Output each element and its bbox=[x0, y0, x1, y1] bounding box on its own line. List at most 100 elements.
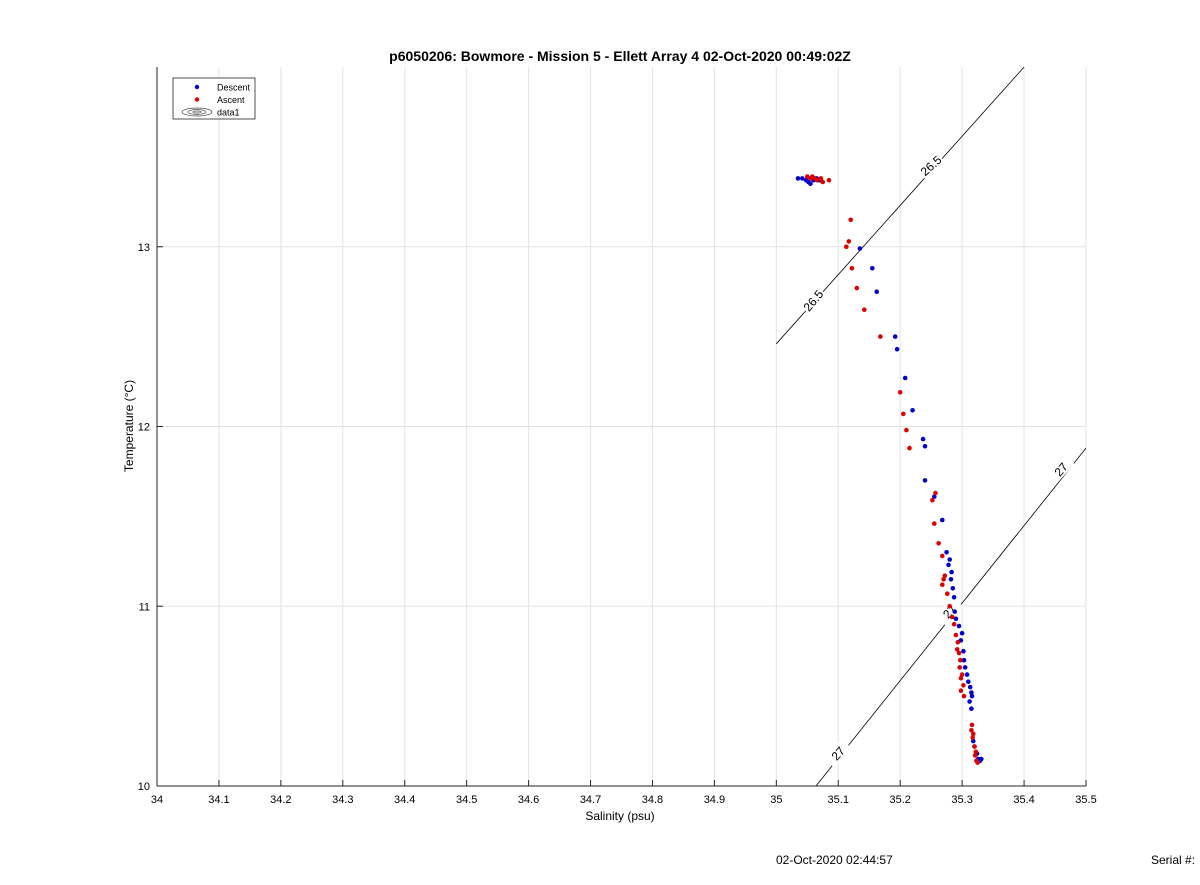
contour-label-bg bbox=[916, 151, 945, 180]
point-ascent bbox=[826, 177, 832, 183]
contour-label-bg bbox=[1046, 454, 1075, 484]
point-descent bbox=[948, 577, 954, 582]
x-tick-label: 34.9 bbox=[704, 794, 725, 806]
point-descent bbox=[800, 176, 805, 181]
contour-label-bg bbox=[935, 596, 963, 626]
point-ascent bbox=[933, 490, 938, 496]
x-tick-label: 34.7 bbox=[580, 794, 601, 806]
point-descent bbox=[874, 289, 879, 295]
point-ascent bbox=[907, 445, 912, 451]
point-ascent bbox=[897, 390, 903, 395]
point-descent bbox=[902, 375, 908, 381]
point-descent bbox=[951, 595, 957, 600]
y-tick-label: 13 bbox=[138, 242, 150, 254]
point-descent bbox=[910, 408, 915, 413]
legend-marker-descent bbox=[194, 84, 200, 90]
contour-label-bg bbox=[823, 738, 852, 768]
point-descent bbox=[795, 176, 801, 181]
legend-label-ascent: Ascent bbox=[217, 95, 245, 105]
x-tick-label: 35.4 bbox=[1013, 794, 1034, 806]
legend-label-data1: data1 bbox=[217, 108, 240, 118]
point-ascent bbox=[955, 639, 961, 645]
point-descent bbox=[944, 550, 949, 555]
point-descent bbox=[922, 444, 928, 449]
point-descent bbox=[969, 690, 974, 695]
contour-label-bg bbox=[799, 285, 827, 315]
point-ascent bbox=[904, 427, 909, 433]
y-tick-label: 11 bbox=[139, 601, 150, 613]
point-ascent bbox=[941, 577, 946, 582]
point-descent bbox=[894, 346, 900, 352]
legend-contour-icon-inner bbox=[187, 109, 207, 115]
point-descent bbox=[950, 586, 956, 591]
point-ascent bbox=[878, 334, 883, 339]
point-ascent bbox=[958, 675, 964, 681]
footer-serial: Serial #: bbox=[1151, 853, 1196, 867]
point-descent bbox=[964, 672, 970, 677]
x-tick-label: 34.8 bbox=[642, 794, 663, 806]
point-ascent bbox=[818, 176, 824, 181]
x-tick-label: 34.1 bbox=[208, 794, 229, 806]
point-ascent bbox=[945, 591, 950, 596]
y-tick-label: 12 bbox=[138, 422, 150, 434]
x-tick-label: 34 bbox=[151, 794, 163, 806]
point-ascent bbox=[936, 541, 941, 546]
point-ascent bbox=[854, 285, 860, 291]
point-ascent bbox=[971, 731, 976, 737]
data-points bbox=[795, 174, 984, 765]
point-ascent bbox=[954, 647, 960, 652]
point-ascent bbox=[970, 735, 975, 740]
axes: 34 34.1 34.2 34.3 34.4 34.5 34.6 34.7 34.8 34.9 35… bbox=[138, 67, 1097, 806]
point-ascent bbox=[849, 266, 855, 271]
point-descent bbox=[966, 679, 971, 684]
point-ascent bbox=[956, 650, 962, 656]
point-ascent bbox=[820, 179, 826, 185]
point-ascent bbox=[930, 497, 935, 503]
point-descent bbox=[979, 756, 984, 762]
point-descent bbox=[940, 517, 945, 523]
y-tick-label: 10 bbox=[138, 781, 150, 793]
point-ascent bbox=[814, 177, 820, 183]
point-descent bbox=[969, 706, 974, 711]
point-ascent bbox=[969, 728, 974, 733]
point-descent bbox=[953, 616, 959, 622]
point-ascent bbox=[846, 239, 852, 244]
legend-contour-icon-core bbox=[192, 110, 202, 114]
contour-label: 26.5 bbox=[918, 153, 945, 179]
point-descent bbox=[971, 738, 976, 744]
legend-contour-icon bbox=[181, 107, 213, 117]
point-descent bbox=[947, 557, 952, 562]
grid bbox=[157, 67, 1087, 786]
point-ascent bbox=[969, 722, 975, 728]
chart-title: p6050206: Bowmore - Mission 5 - Ellett A… bbox=[389, 48, 851, 64]
x-tick-label: 35.5 bbox=[1075, 794, 1096, 806]
point-descent bbox=[922, 478, 928, 483]
point-descent bbox=[857, 246, 863, 251]
x-tick-label: 35.3 bbox=[951, 794, 972, 806]
point-ascent bbox=[961, 683, 966, 688]
point-ascent bbox=[957, 665, 962, 670]
point-descent bbox=[962, 665, 968, 670]
point-ascent bbox=[949, 614, 955, 620]
point-descent bbox=[967, 699, 972, 704]
legend-label-descent: Descent bbox=[217, 83, 251, 93]
point-ascent bbox=[862, 307, 867, 313]
point-ascent bbox=[932, 521, 937, 526]
point-descent bbox=[892, 334, 898, 339]
point-ascent bbox=[940, 553, 945, 559]
point-descent bbox=[969, 693, 975, 699]
point-descent bbox=[870, 266, 875, 271]
point-ascent bbox=[951, 621, 957, 627]
y-axis-label: Temperature (°C) bbox=[122, 380, 136, 472]
legend-box bbox=[172, 77, 256, 120]
x-tick-label: 34.3 bbox=[332, 794, 353, 806]
point-descent bbox=[808, 181, 813, 187]
point-descent bbox=[956, 623, 962, 629]
point-descent bbox=[949, 569, 954, 575]
point-descent bbox=[961, 657, 967, 663]
point-descent bbox=[959, 630, 965, 636]
x-tick-label: 34.2 bbox=[270, 794, 291, 806]
footer-timestamp: 02-Oct-2020 02:44:57 bbox=[776, 853, 893, 867]
point-ascent bbox=[947, 604, 952, 609]
